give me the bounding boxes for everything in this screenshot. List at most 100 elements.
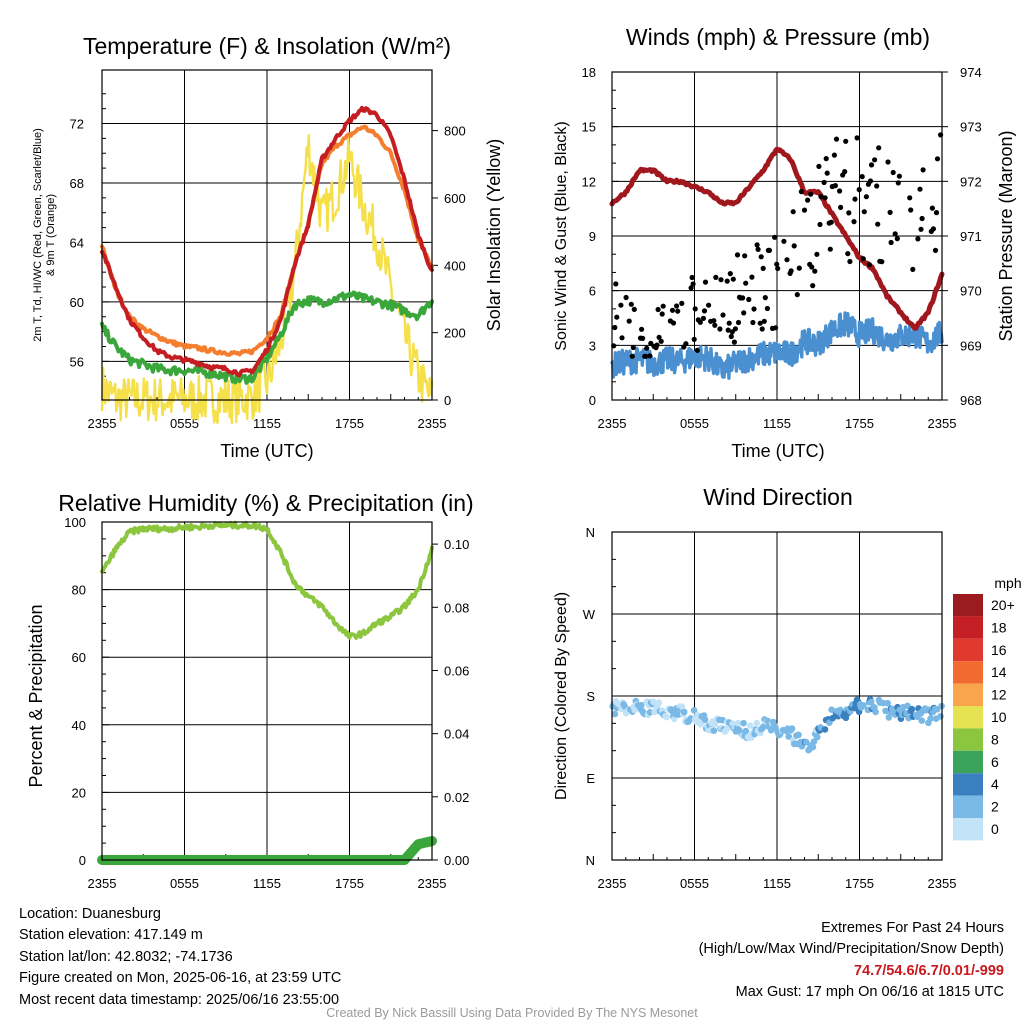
direction-point (937, 713, 944, 720)
gust-point (726, 320, 732, 326)
direction-point (753, 719, 761, 727)
legend-title: mph (994, 575, 1021, 591)
recent-timestamp: Most recent data timestamp: 2025/06/16 2… (19, 991, 340, 1008)
gust-point (692, 306, 698, 312)
station-elevation: Station elevation: 417.149 m (19, 927, 203, 944)
gust-point (932, 247, 939, 253)
gust-point (754, 242, 760, 248)
rh-y-tick-label: 20 (72, 785, 86, 800)
gust-point (656, 334, 662, 340)
gust-point (863, 194, 870, 200)
series-solar-line (100, 134, 434, 424)
rh-x-tick-label: 2355 (418, 876, 447, 891)
legend-swatch (953, 594, 983, 617)
gust-point (727, 271, 733, 277)
gust-point (720, 312, 726, 318)
gust-point (628, 301, 634, 307)
gust-point (929, 205, 936, 211)
gust-point (872, 157, 878, 163)
gust-point (846, 210, 852, 216)
legend-swatch (953, 661, 983, 684)
gust-point (674, 303, 680, 309)
gust-point (713, 274, 719, 280)
gust-point (859, 174, 865, 180)
gust-point (728, 333, 734, 340)
gust-point (675, 308, 681, 314)
legend-label: 18 (991, 619, 1007, 635)
rh-y-right-tick-label: 0.08 (444, 600, 469, 615)
gust-point (894, 236, 900, 242)
rh-frame (101, 521, 433, 861)
gust-point (712, 322, 718, 328)
gust-point (718, 277, 724, 283)
gust-point (810, 283, 816, 289)
gust-point (866, 262, 873, 268)
gust-point (852, 196, 858, 202)
direction-point (651, 708, 658, 716)
gust-point (760, 265, 766, 271)
gust-point (917, 186, 923, 192)
series-rh-line (100, 520, 434, 640)
gust-point (907, 195, 913, 201)
gust-point (730, 276, 736, 282)
gust-point (920, 167, 926, 173)
direction-points (609, 696, 945, 754)
direction-point (809, 743, 817, 751)
gust-point (827, 246, 833, 252)
direction-point (860, 702, 867, 709)
rh-y-right-tick-label: 0.00 (444, 853, 469, 868)
wind-y-right-tick-label: 973 (960, 120, 982, 135)
direction-point (795, 731, 802, 739)
wind-x-tick-label: 2355 (928, 416, 957, 431)
legend-label: 4 (991, 776, 999, 792)
gust-point (655, 306, 661, 313)
direction-point (918, 717, 926, 724)
temp-y-right-axis-label: Solar Insolation (Yellow) (484, 139, 504, 331)
gust-point (639, 326, 645, 332)
gust-point (691, 336, 697, 342)
gust-point (895, 180, 901, 186)
gust-point (833, 136, 840, 142)
direction-point (885, 714, 893, 721)
gust-point (801, 207, 808, 213)
direction-point (927, 715, 934, 722)
gust-point (831, 152, 838, 158)
gust-point (798, 189, 805, 195)
dir-chart-title: Wind Direction (703, 484, 853, 510)
gust-point (612, 324, 618, 331)
gust-point (892, 231, 898, 237)
gust-point (762, 295, 768, 301)
gust-point (910, 266, 916, 272)
direction-point (814, 733, 821, 741)
temp-y-right-tick-label: 800 (444, 124, 466, 139)
temp-y-right-tick-label: 0 (444, 393, 451, 408)
rh-y-tick-label: 60 (72, 650, 86, 665)
gust-point (885, 159, 891, 165)
gust-point (701, 308, 708, 314)
gust-point (860, 256, 866, 262)
gust-point (724, 278, 730, 284)
series-sonic-wind-line (610, 311, 944, 380)
rh-x-tick-label: 1155 (253, 876, 281, 891)
wind-y-right-tick-label: 969 (960, 338, 982, 353)
series-dewpoint-line (100, 290, 434, 385)
legend-swatch (953, 818, 983, 841)
gust-point (711, 318, 717, 324)
wind-y-right-tick-label: 968 (960, 393, 982, 408)
legend-label: 6 (991, 754, 999, 770)
gust-point (817, 221, 823, 228)
gust-point (626, 318, 632, 324)
gust-point (764, 305, 771, 312)
legend-swatch (953, 616, 983, 639)
gust-point (659, 311, 665, 317)
wind-y-tick-label: 15 (582, 120, 596, 135)
wind-y-right-tick-label: 972 (960, 174, 982, 189)
legend-label: 20+ (991, 597, 1015, 613)
gust-point (683, 341, 689, 347)
direction-point (690, 707, 698, 714)
gust-point (670, 320, 677, 326)
gust-point (837, 188, 843, 194)
max-gust: Max Gust: 17 mph On 06/16 at 1815 UTC (735, 984, 1004, 1001)
gust-point (842, 169, 848, 175)
